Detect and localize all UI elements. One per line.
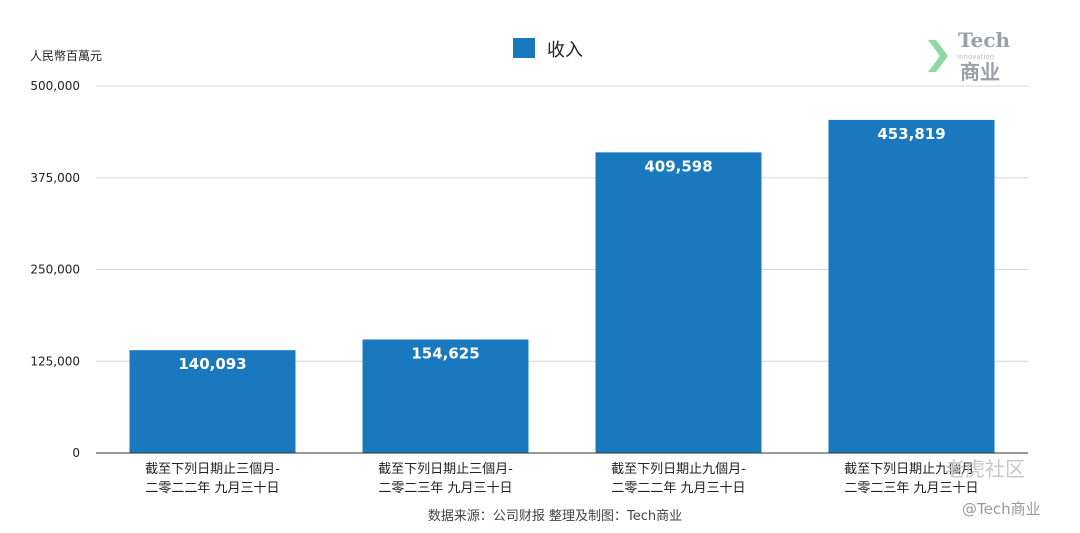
y-tick-label: 125,000: [30, 354, 80, 368]
x-category-label: 二零二三年 九月三十日: [844, 481, 978, 496]
x-category-label: 二零二二年 九月三十日: [611, 481, 745, 496]
source-note: 数据来源：公司财报 整理及制图：Tech商业: [428, 509, 682, 524]
bar-1: [129, 350, 296, 453]
bar-value-label-1: 140,093: [178, 355, 246, 373]
bar-4: [828, 119, 995, 453]
y-axis-ticks: 0 125,000 250,000 375,000 500,000: [30, 79, 80, 460]
bars: [129, 119, 995, 453]
bar-value-label-4: 453,819: [877, 125, 945, 143]
logo-text-mid: Innovation: [957, 53, 994, 61]
x-category-label: 截至下列日期止三個月-: [145, 462, 280, 477]
bar-3: [595, 152, 762, 453]
x-category-label: 截至下列日期止九個月-: [844, 462, 979, 477]
y-tick-label: 0: [72, 446, 80, 460]
logo-watermark: Tech Innovation 商业: [928, 28, 1010, 84]
y-tick-label: 500,000: [30, 79, 80, 93]
x-category-label: 截至下列日期止三個月-: [378, 462, 513, 477]
logo-chevron-icon: [928, 40, 948, 72]
x-category-label: 截至下列日期止九個月-: [611, 462, 746, 477]
logo-text-top: Tech: [958, 28, 1010, 52]
bar-value-label-3: 409,598: [644, 157, 712, 175]
y-tick-label: 250,000: [30, 263, 80, 277]
y-tick-label: 375,000: [30, 171, 80, 185]
bar-value-label-2: 154,625: [411, 345, 479, 363]
x-category-label: 二零二三年 九月三十日: [378, 481, 512, 496]
logo-text-bottom: 商业: [960, 60, 1000, 84]
handle-watermark: @Tech商业: [962, 500, 1041, 518]
legend-label: 收入: [547, 40, 583, 61]
legend-swatch: [513, 38, 535, 58]
data-labels: 140,093 154,625 409,598 453,819: [178, 125, 945, 373]
x-category-label: 二零二二年 九月三十日: [145, 481, 279, 496]
bar-2: [362, 339, 529, 453]
y-axis-title: 人民幣百萬元: [30, 49, 102, 63]
community-watermark: 老虎社区: [945, 457, 1025, 481]
legend: 收入: [513, 38, 583, 61]
